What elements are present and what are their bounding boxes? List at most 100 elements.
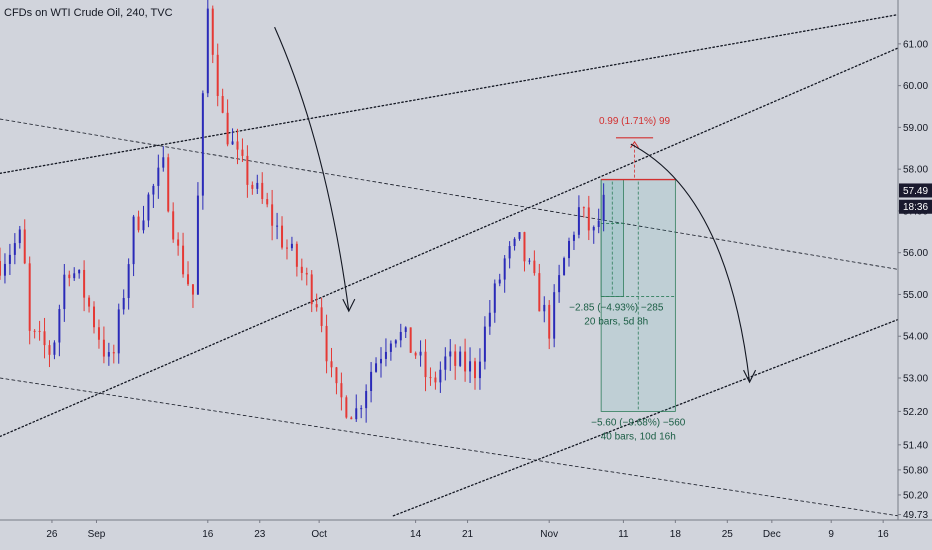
candle-body bbox=[518, 232, 521, 239]
candle bbox=[389, 340, 392, 361]
candle-body bbox=[587, 207, 590, 231]
candle bbox=[271, 189, 274, 241]
candle bbox=[558, 264, 561, 303]
candle-body bbox=[290, 243, 293, 249]
candle bbox=[182, 232, 185, 278]
candle-body bbox=[592, 226, 595, 231]
candle bbox=[424, 339, 427, 392]
candle-body bbox=[182, 245, 185, 275]
candle-body bbox=[191, 284, 194, 295]
candle bbox=[241, 138, 244, 163]
candle-body bbox=[513, 238, 516, 247]
candle bbox=[568, 237, 571, 267]
candle bbox=[256, 174, 259, 194]
candle bbox=[127, 258, 130, 310]
candle bbox=[177, 232, 180, 256]
candle-body bbox=[43, 331, 46, 346]
candle bbox=[528, 258, 531, 265]
x-tick-label: 14 bbox=[410, 529, 422, 540]
candle bbox=[117, 303, 120, 364]
candle-body bbox=[335, 367, 338, 384]
price-label-bg bbox=[899, 183, 932, 198]
candle-body bbox=[0, 261, 1, 276]
candle bbox=[409, 327, 412, 353]
candle bbox=[231, 128, 234, 145]
candle bbox=[18, 225, 21, 249]
candle-body bbox=[3, 263, 6, 276]
candle bbox=[459, 346, 462, 368]
candle bbox=[191, 284, 194, 308]
candle-body bbox=[478, 361, 481, 379]
candle-body bbox=[360, 408, 363, 410]
candle bbox=[157, 154, 160, 199]
candle bbox=[572, 231, 575, 250]
candle bbox=[375, 357, 378, 373]
candle-body bbox=[172, 211, 175, 240]
candle-body bbox=[177, 239, 180, 246]
candle bbox=[469, 347, 472, 383]
candle bbox=[577, 195, 580, 239]
candle-body bbox=[399, 331, 402, 341]
candle-body bbox=[78, 269, 81, 274]
x-tick-label: 21 bbox=[462, 529, 474, 540]
candle-body bbox=[355, 408, 358, 420]
candle-body bbox=[97, 327, 100, 340]
candle bbox=[261, 172, 264, 204]
candle-body bbox=[73, 273, 76, 279]
candle bbox=[320, 297, 323, 333]
candle bbox=[216, 43, 219, 107]
candle bbox=[251, 181, 254, 195]
candle-body bbox=[276, 225, 279, 227]
candle bbox=[523, 231, 526, 272]
candle-body bbox=[444, 356, 447, 370]
time-axis-panel bbox=[0, 520, 932, 550]
candle bbox=[211, 5, 214, 64]
candle-body bbox=[58, 309, 61, 343]
candle bbox=[370, 362, 373, 403]
candle-body bbox=[157, 167, 160, 186]
candle-body bbox=[498, 279, 501, 284]
candle bbox=[335, 366, 338, 395]
candle bbox=[429, 367, 432, 386]
candle-body bbox=[241, 149, 244, 156]
candle-body bbox=[28, 263, 31, 331]
candle bbox=[325, 314, 328, 374]
candle-body bbox=[434, 377, 437, 383]
x-tick-label: 16 bbox=[202, 529, 214, 540]
trendline-4 bbox=[0, 118, 899, 270]
candle-body bbox=[305, 272, 308, 275]
y-tick-label: 53.00 bbox=[903, 373, 928, 384]
candle bbox=[187, 261, 190, 286]
candle bbox=[3, 253, 6, 284]
candle bbox=[226, 99, 229, 147]
candle bbox=[399, 323, 402, 348]
candle-body bbox=[281, 225, 284, 248]
candle bbox=[365, 384, 368, 423]
x-tick-label: 16 bbox=[878, 529, 890, 540]
measure-layer: 0.99 (1.71%) 99 −2.85 (−4.93%) −285 20 bar… bbox=[569, 116, 686, 443]
candle bbox=[602, 183, 605, 232]
y-tick-label: 58.00 bbox=[903, 165, 928, 176]
candle-body bbox=[325, 325, 328, 362]
arrow-curve-1 bbox=[274, 26, 350, 312]
candle-body bbox=[53, 342, 56, 355]
candle-body bbox=[538, 273, 541, 312]
candle-body bbox=[488, 312, 491, 327]
candle-body bbox=[459, 351, 462, 366]
candle bbox=[384, 338, 387, 367]
y-tick-label: 52.20 bbox=[903, 407, 928, 418]
candle-body bbox=[251, 184, 254, 189]
candle bbox=[563, 256, 566, 276]
candle-body bbox=[137, 216, 140, 231]
candle-body bbox=[236, 141, 239, 150]
candle-body bbox=[285, 247, 288, 249]
candle bbox=[394, 339, 397, 348]
candle-body bbox=[597, 220, 600, 227]
candle-body bbox=[553, 292, 556, 339]
candle-body bbox=[483, 326, 486, 362]
candle bbox=[597, 208, 600, 234]
candle-body bbox=[449, 351, 452, 357]
